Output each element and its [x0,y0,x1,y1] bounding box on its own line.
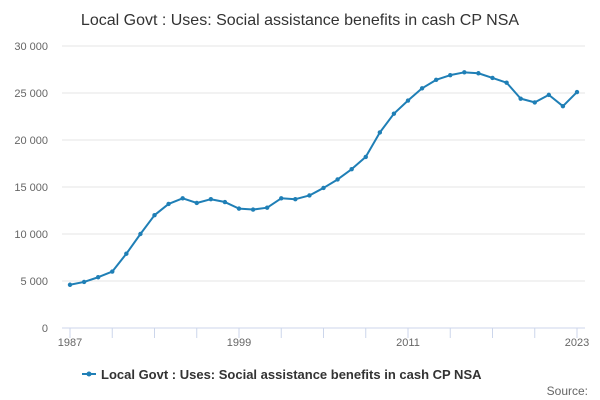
data-point[interactable] [574,89,580,95]
data-point[interactable] [250,207,256,212]
data-point[interactable] [166,201,171,207]
data-point[interactable] [194,200,199,206]
data-point[interactable] [152,213,157,218]
data-point[interactable] [504,80,509,85]
data-point[interactable] [518,96,523,101]
data-point[interactable] [490,75,495,81]
data-point[interactable] [363,154,368,160]
data-point[interactable] [81,279,87,285]
data-point[interactable] [236,206,242,211]
data-point[interactable] [67,282,73,287]
source-label: Source: [547,384,588,398]
y-tick-label: 0 [42,323,48,335]
data-point[interactable] [448,72,453,78]
data-point[interactable] [180,196,185,201]
data-point[interactable] [433,77,439,83]
y-tick-label: 25 000 [14,88,48,100]
data-point[interactable] [391,111,397,116]
data-point[interactable] [110,269,115,274]
legend-marker-icon [86,371,92,377]
series-group [67,70,580,287]
chart-title: Local Govt : Uses: Social assistance ben… [81,12,519,29]
legend-label: Local Govt : Uses: Social assistance ben… [101,367,482,382]
data-point[interactable] [307,193,312,198]
legend[interactable]: Local Govt : Uses: Social assistance ben… [82,367,482,382]
data-point[interactable] [532,100,537,105]
data-point[interactable] [405,98,411,103]
x-tick-label: 2023 [565,337,589,349]
y-axis-ticks: 0 5 000 10 000 15 000 20 000 25 000 30 000 [14,41,48,335]
series-line [69,71,578,286]
data-point[interactable] [124,251,129,256]
data-point[interactable] [138,231,143,237]
y-tick-label: 5 000 [20,276,48,288]
data-point[interactable] [349,166,354,172]
y-tick-label: 15 000 [14,182,48,194]
data-point[interactable] [335,177,340,182]
y-tick-label: 30 000 [14,41,48,53]
y-tick-label: 20 000 [14,135,48,147]
data-point[interactable] [321,185,326,191]
x-tick-label: 2011 [396,337,420,349]
data-point[interactable] [560,103,566,109]
data-point[interactable] [208,197,214,202]
x-axis: 1987 1999 2011 2023 [58,327,589,349]
data-point[interactable] [264,205,270,210]
data-point[interactable] [95,275,101,280]
data-point[interactable] [476,71,481,76]
data-point[interactable] [279,196,284,201]
x-tick-label: 1987 [58,337,82,349]
data-point[interactable] [462,70,467,75]
data-point[interactable] [293,197,298,202]
data-point[interactable] [222,199,228,205]
data-point[interactable] [377,130,383,135]
x-tick-label: 1999 [227,337,251,349]
data-point[interactable] [419,86,425,91]
y-tick-label: 10 000 [14,229,48,241]
data-point[interactable] [546,92,552,98]
